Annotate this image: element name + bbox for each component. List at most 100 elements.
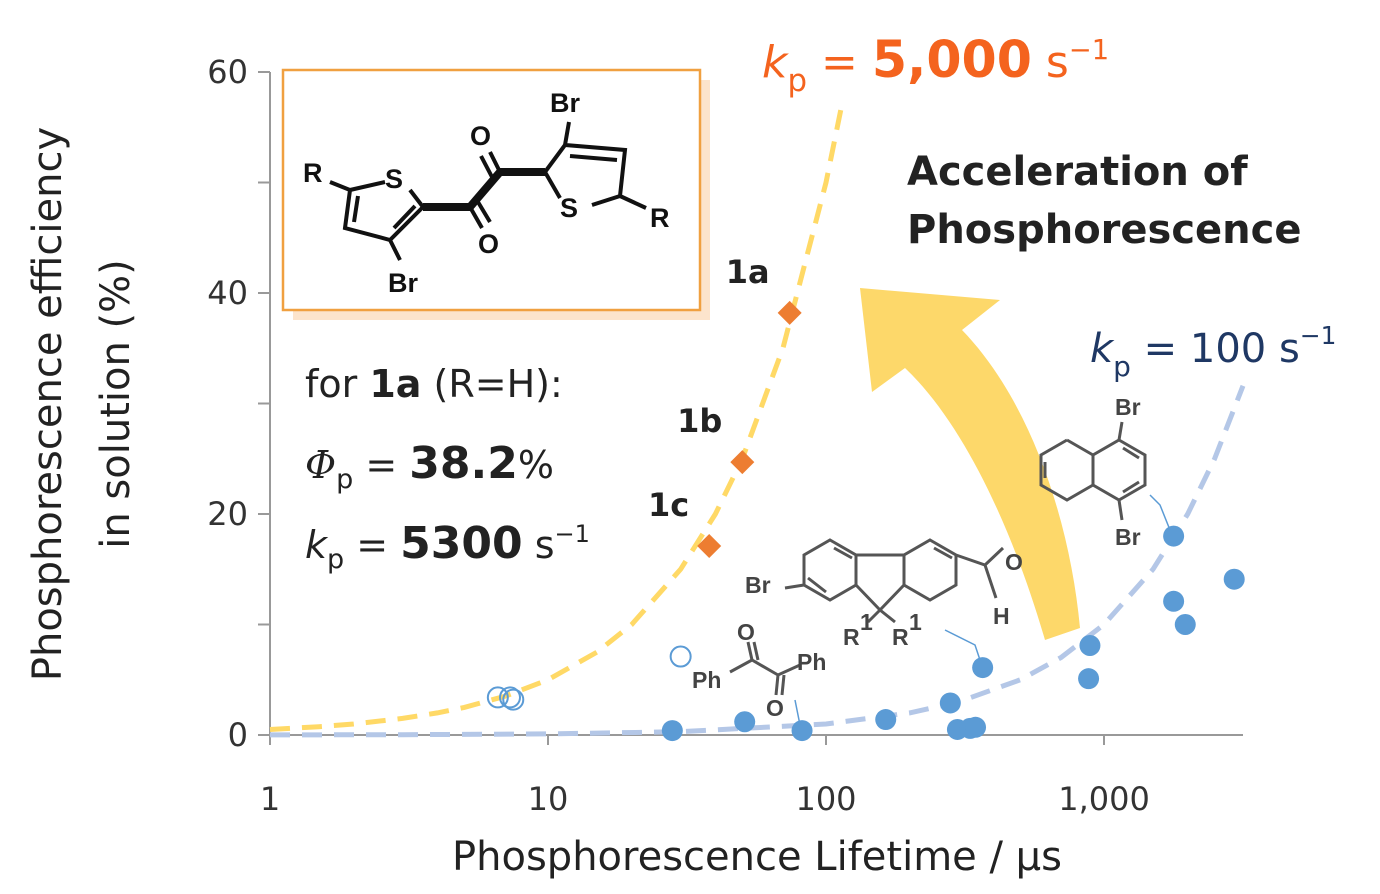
annotation: Acceleration of: [907, 149, 1248, 195]
y-tick-label: 60: [207, 53, 248, 91]
x-axis-title: Phosphorescence Lifetime / μs: [452, 834, 1062, 880]
atom: O: [766, 695, 784, 721]
point: [661, 720, 683, 742]
y-axis-title: in solution (%): [93, 259, 139, 549]
text: =: [1131, 326, 1190, 372]
point: [965, 716, 987, 738]
atom: R: [843, 624, 860, 650]
inset-line: kp = 5300 s−1: [305, 518, 590, 575]
point: [1078, 668, 1100, 690]
text: −1: [555, 520, 590, 548]
text: 5300: [400, 518, 522, 569]
atom: R: [303, 158, 323, 188]
atom: Br: [745, 572, 771, 598]
point-label: 1c: [648, 486, 689, 524]
text: s: [523, 523, 555, 567]
text: for: [305, 362, 369, 406]
curve: [269, 384, 1246, 738]
point-label: 1b: [677, 402, 722, 440]
atom: O: [478, 229, 499, 259]
text: p: [1113, 350, 1131, 383]
fluorene-structure: Br R 1 R 1 O H: [745, 538, 1023, 650]
text: %: [518, 443, 554, 487]
point: [1174, 614, 1196, 635]
bold-bonds: [423, 168, 545, 211]
point: [875, 709, 897, 731]
diamond-point: [777, 300, 802, 325]
text: =: [807, 37, 872, 88]
point: [1163, 590, 1185, 612]
text: k: [305, 523, 329, 567]
inset-line: Φp = 38.2%: [305, 438, 554, 495]
open-point: [502, 688, 525, 711]
x-tick-label: 1: [260, 780, 280, 818]
x-tick-label: 10: [528, 780, 569, 818]
x-tick-label: 1,000: [1058, 780, 1150, 818]
plot: 0 20 40 60 1 10 100 1,000 1c 1b 1a: [207, 53, 1246, 818]
atom: S: [385, 164, 403, 194]
x-tick-label: 100: [795, 780, 856, 818]
bonds: [784, 538, 1005, 624]
bonds: [329, 121, 647, 261]
text: (R=H):: [421, 362, 562, 406]
text: k: [762, 37, 789, 88]
point: [1223, 568, 1245, 590]
point-label: 1a: [726, 253, 770, 291]
atom: Br: [550, 88, 580, 118]
atom: Ph: [797, 649, 826, 675]
curve: [269, 99, 846, 732]
atom: S: [560, 193, 578, 223]
naphthalene-structure: Br Br: [1039, 394, 1147, 550]
atom: R: [892, 624, 909, 650]
atom: Br: [1115, 394, 1141, 420]
text: =: [344, 523, 400, 567]
text: p: [336, 464, 353, 495]
atom: R: [650, 203, 670, 233]
atom: 1: [909, 609, 922, 635]
atom: H: [993, 603, 1010, 629]
text: 100: [1190, 326, 1266, 372]
curve-label: kp = 5,000 s−1: [762, 30, 1109, 99]
text: k: [1090, 326, 1115, 372]
inset-line: for 1a (R=H):: [305, 362, 563, 406]
main-structure: R S Br O O Br S R: [303, 88, 670, 298]
text: −1: [1069, 35, 1109, 66]
annotation: Phosphorescence: [907, 207, 1302, 253]
connector: [794, 494, 1171, 726]
text: 1a: [369, 362, 421, 406]
bonds: [1039, 421, 1147, 521]
y-axis-title: Phosphorescence efficiency: [25, 127, 71, 681]
point: [1079, 634, 1101, 656]
y-tick-label: 0: [228, 716, 248, 754]
open-point: [499, 686, 522, 709]
y-tick-label: 20: [207, 495, 248, 533]
point: [734, 711, 756, 733]
text: s: [1266, 326, 1300, 372]
text: p: [787, 63, 807, 99]
open-point: [669, 645, 692, 668]
text: p: [327, 544, 344, 575]
point: [791, 720, 813, 742]
text: =: [353, 443, 409, 487]
bonds: [729, 641, 801, 696]
atom: Br: [388, 268, 418, 298]
text: 38.2: [409, 438, 518, 489]
text: 5,000: [872, 30, 1032, 89]
atom: O: [470, 121, 491, 151]
text: −1: [1300, 321, 1337, 350]
atom: O: [737, 619, 755, 645]
point: [1163, 525, 1185, 547]
arrow: [860, 288, 1080, 640]
text: s: [1032, 37, 1069, 88]
diamond-point: [697, 534, 722, 559]
atom: Br: [1115, 524, 1141, 550]
atom: O: [1005, 549, 1023, 575]
atom: Ph: [692, 667, 721, 693]
text: Φ: [305, 443, 336, 487]
point: [939, 692, 961, 714]
point: [972, 657, 994, 679]
benzil-structure: O Ph Ph O: [692, 619, 826, 721]
curve-label: kp = 100 s−1: [1090, 321, 1336, 383]
open-point: [486, 686, 509, 709]
